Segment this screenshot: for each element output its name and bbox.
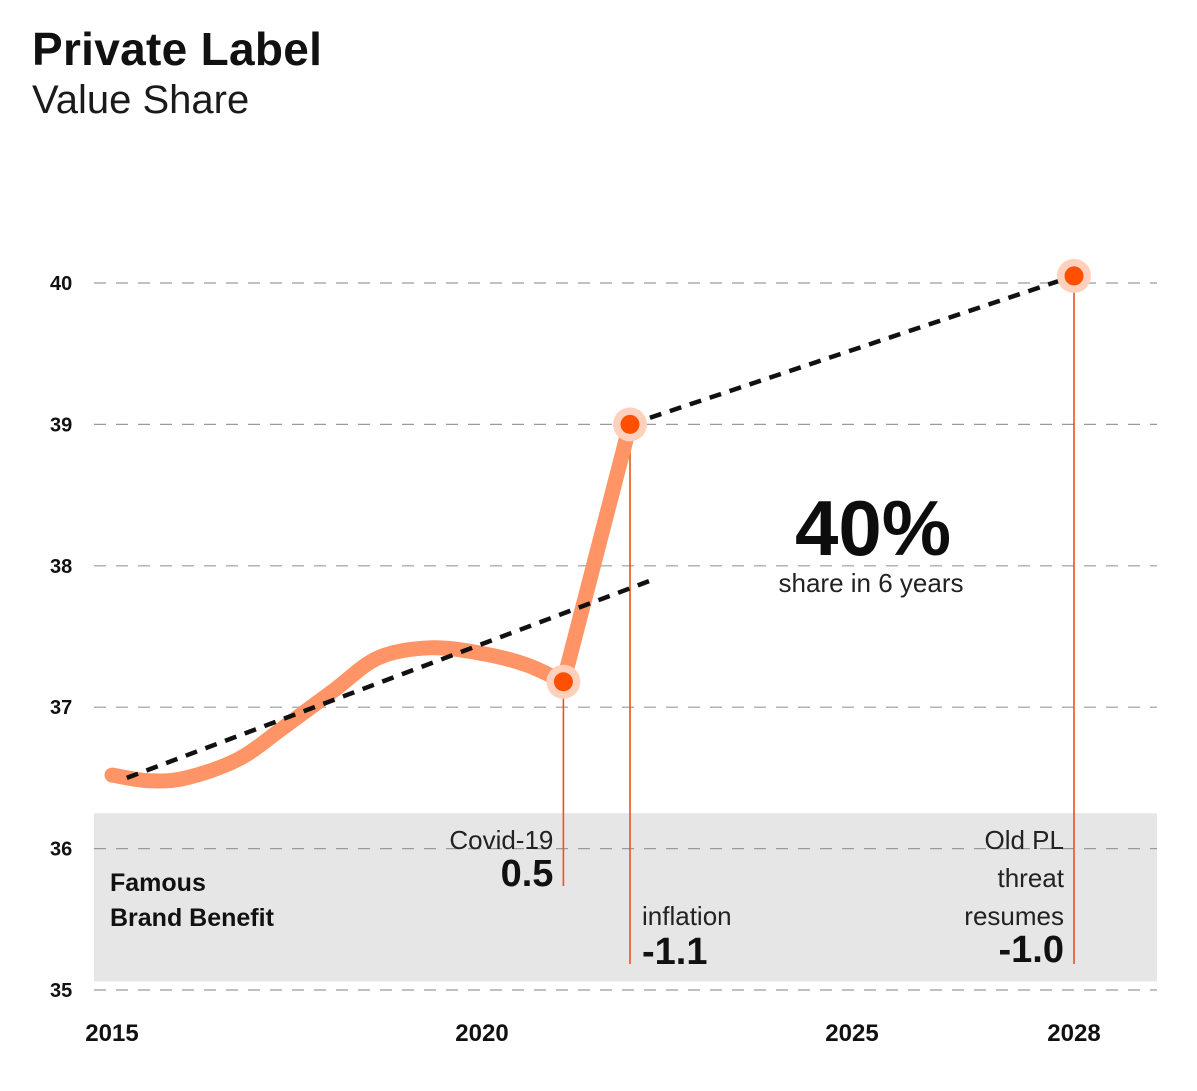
annotation-value: -1.1: [642, 931, 707, 973]
y-tick-label: 37: [50, 697, 72, 719]
brand-benefit-band: [94, 813, 1157, 982]
annotations: Covid-190.5 inflation-1.1 Old PL threat resu…: [449, 825, 1064, 973]
chart-title: Private Label: [32, 23, 323, 75]
annotation-label: Covid-19: [449, 825, 553, 855]
y-axis-ticks: 35 36 37 38 39 40: [50, 273, 72, 1002]
x-tick-label: 2015: [85, 1020, 138, 1047]
y-tick-label: 39: [50, 414, 72, 436]
x-tick-label: 2020: [455, 1020, 508, 1047]
x-axis-ticks: 2015 2020 2025 2028: [85, 1020, 1100, 1047]
marker-point: [620, 414, 640, 434]
annotation-label: resumes: [964, 901, 1064, 931]
markers: [546, 258, 1091, 699]
value-share-line: [104, 416, 638, 789]
highlight-value: 40%: [795, 484, 951, 572]
marker-point: [553, 672, 573, 692]
band-label: Famous Brand Benefit: [110, 869, 275, 932]
drop-lines: [562, 275, 1075, 964]
highlight-text: share in 6 years: [779, 568, 964, 598]
marker-point: [1064, 266, 1084, 286]
band-label-line2: Brand Benefit: [110, 904, 275, 932]
annotation-label: threat: [998, 863, 1065, 893]
trend-line-post: [629, 273, 1075, 427]
chart-subtitle: Value Share: [32, 78, 250, 122]
y-tick-label: 38: [50, 556, 72, 578]
annotation-label: Old PL: [985, 825, 1065, 855]
y-tick-label: 36: [50, 839, 72, 861]
trend-line-pre: [126, 577, 653, 781]
x-tick-label: 2028: [1047, 1020, 1100, 1047]
annotation-value: -1.0: [999, 929, 1064, 971]
y-tick-label: 35: [50, 980, 72, 1002]
band-label-line1: Famous: [110, 869, 206, 897]
annotation-value: 0.5: [501, 853, 554, 895]
y-tick-label: 40: [50, 273, 72, 295]
x-tick-label: 2025: [825, 1020, 878, 1047]
annotation-label: inflation: [642, 901, 732, 931]
